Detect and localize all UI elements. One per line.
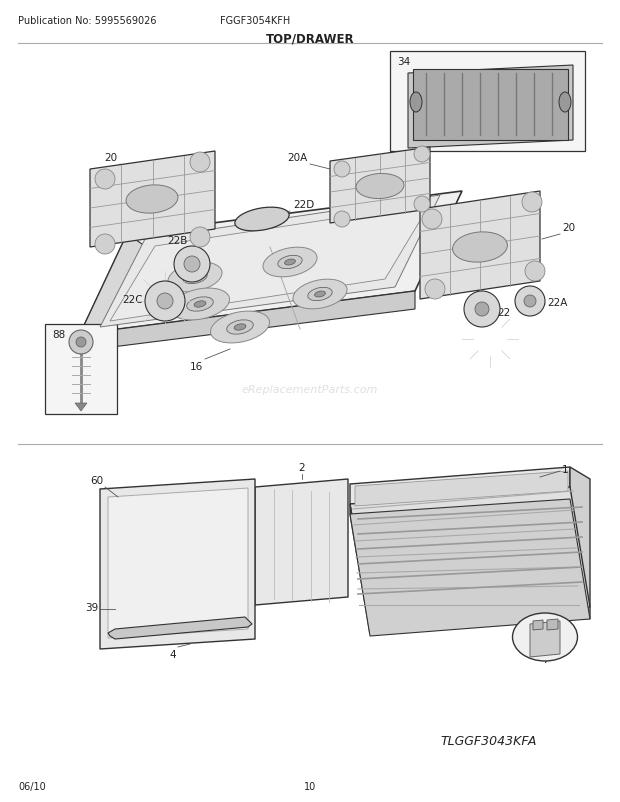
Ellipse shape xyxy=(187,298,213,312)
Circle shape xyxy=(425,280,445,300)
Polygon shape xyxy=(100,196,440,327)
Text: 10: 10 xyxy=(304,781,316,791)
Circle shape xyxy=(515,286,545,317)
Polygon shape xyxy=(75,403,87,411)
Bar xyxy=(45,325,117,415)
Circle shape xyxy=(95,170,115,190)
Ellipse shape xyxy=(278,256,302,269)
Circle shape xyxy=(95,235,115,255)
Ellipse shape xyxy=(453,233,507,263)
Text: 2: 2 xyxy=(299,463,305,472)
Text: Publication No: 5995569026: Publication No: 5995569026 xyxy=(18,16,156,26)
Polygon shape xyxy=(255,480,348,606)
Text: TLGGF3043KFA: TLGGF3043KFA xyxy=(440,734,536,747)
Circle shape xyxy=(464,292,500,327)
Circle shape xyxy=(174,247,210,282)
Ellipse shape xyxy=(170,289,229,321)
Polygon shape xyxy=(420,192,540,300)
Polygon shape xyxy=(80,292,415,351)
Ellipse shape xyxy=(285,260,295,265)
Polygon shape xyxy=(108,488,248,638)
Circle shape xyxy=(414,196,430,213)
Ellipse shape xyxy=(227,321,254,334)
Ellipse shape xyxy=(356,174,404,200)
Text: 16: 16 xyxy=(190,362,203,371)
Polygon shape xyxy=(330,148,430,224)
Polygon shape xyxy=(530,622,560,657)
Text: TOP/DRAWER: TOP/DRAWER xyxy=(266,32,354,45)
Circle shape xyxy=(145,282,185,322)
Ellipse shape xyxy=(126,185,178,214)
Circle shape xyxy=(190,228,210,248)
Polygon shape xyxy=(408,66,573,149)
Polygon shape xyxy=(547,619,558,630)
Text: 20: 20 xyxy=(104,153,117,163)
Text: 4: 4 xyxy=(169,649,176,659)
Ellipse shape xyxy=(235,208,289,232)
Circle shape xyxy=(524,296,536,308)
Ellipse shape xyxy=(190,275,200,281)
Text: 22D: 22D xyxy=(293,200,314,210)
Ellipse shape xyxy=(314,292,326,298)
Circle shape xyxy=(334,162,350,178)
Ellipse shape xyxy=(168,263,222,293)
Polygon shape xyxy=(533,620,543,630)
Polygon shape xyxy=(355,472,568,506)
Ellipse shape xyxy=(234,324,246,330)
Bar xyxy=(413,70,568,141)
Ellipse shape xyxy=(194,302,206,308)
Circle shape xyxy=(190,153,210,172)
Text: 20A: 20A xyxy=(288,153,308,163)
Text: 22: 22 xyxy=(497,308,510,318)
Text: 06/10: 06/10 xyxy=(18,781,46,791)
Text: 22A: 22A xyxy=(547,298,567,308)
Polygon shape xyxy=(80,235,145,359)
Ellipse shape xyxy=(211,312,270,343)
Circle shape xyxy=(76,338,86,347)
Text: 39: 39 xyxy=(85,602,98,612)
Polygon shape xyxy=(108,618,252,639)
Circle shape xyxy=(522,192,542,213)
Circle shape xyxy=(157,294,173,310)
Circle shape xyxy=(334,212,350,228)
Ellipse shape xyxy=(308,288,332,302)
Text: 22B: 22B xyxy=(167,236,188,245)
Ellipse shape xyxy=(410,93,422,113)
Polygon shape xyxy=(350,504,370,634)
Bar xyxy=(390,52,585,152)
Circle shape xyxy=(525,261,545,282)
Ellipse shape xyxy=(293,280,347,310)
Circle shape xyxy=(414,147,430,163)
Polygon shape xyxy=(100,480,255,649)
Polygon shape xyxy=(350,468,570,504)
Text: 22C: 22C xyxy=(122,294,143,305)
Text: 88: 88 xyxy=(52,330,65,339)
Text: eReplacementParts.com: eReplacementParts.com xyxy=(242,384,378,395)
Circle shape xyxy=(475,302,489,317)
Circle shape xyxy=(69,330,93,354)
Polygon shape xyxy=(80,192,462,334)
Ellipse shape xyxy=(263,248,317,277)
Polygon shape xyxy=(110,205,430,322)
Text: 60: 60 xyxy=(90,476,103,485)
Text: 20: 20 xyxy=(562,223,575,233)
Circle shape xyxy=(184,257,200,273)
Polygon shape xyxy=(90,152,215,248)
Text: 1: 1 xyxy=(562,464,569,475)
Text: FGGF3054KFH: FGGF3054KFH xyxy=(220,16,290,26)
Ellipse shape xyxy=(513,614,577,661)
Ellipse shape xyxy=(559,93,571,113)
Polygon shape xyxy=(350,500,590,636)
Polygon shape xyxy=(570,468,590,619)
Polygon shape xyxy=(350,488,590,624)
Text: 34: 34 xyxy=(397,57,410,67)
Text: 7: 7 xyxy=(542,654,548,664)
Ellipse shape xyxy=(183,271,207,285)
Circle shape xyxy=(422,210,442,229)
